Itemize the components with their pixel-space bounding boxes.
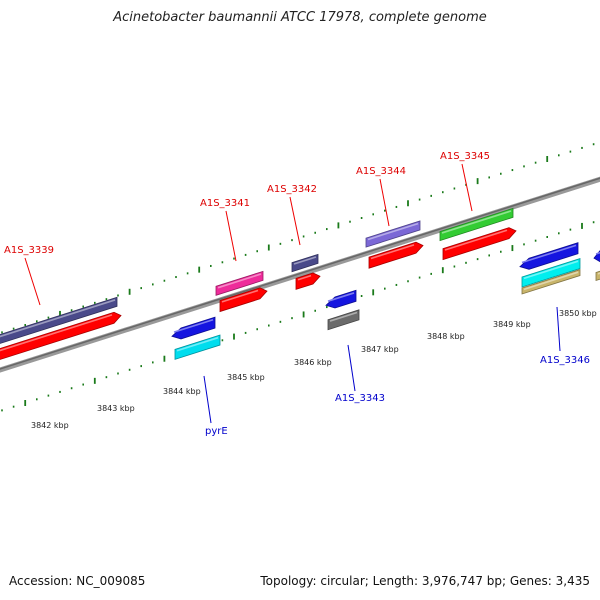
leader-line-pyrE [203, 375, 212, 424]
leader-line-A1S_3341 [225, 210, 237, 262]
gene-label-A1S_3341: A1S_3341 [200, 198, 250, 209]
gene-block-A1S_3343 [327, 309, 360, 331]
cds-arrow-A1S_3344-body [368, 241, 424, 269]
gene-label-pyrE: pyrE [205, 426, 228, 437]
cds-arrow-A1S_3339 [0, 311, 122, 360]
accession-text: Accession: NC_009085 [9, 574, 146, 588]
leader-line-A1S_3339 [24, 257, 41, 306]
gene-block-A1S_3339 [0, 296, 118, 344]
leader-line-A1S_3345 [461, 163, 473, 212]
gene-block-edge-body [595, 270, 600, 282]
scale-tick-label: 3846 kbp [294, 358, 332, 367]
cds-arrow-A1S_3341 [219, 287, 268, 313]
cds-arrow-A1S_3339-body [0, 311, 122, 360]
cds-arrow-A1S_3345-highlight [444, 229, 508, 251]
gene-block-A1S_3346-highlight [523, 260, 579, 280]
genome-summary-text: Topology: circular; Length: 3,976,747 bp… [260, 574, 590, 588]
reverse-arrow-pyrE [171, 316, 216, 340]
gene-block-A1S_3345 [439, 207, 514, 242]
reverse-arrow-edge [593, 250, 600, 263]
reverse-arrow-A1S_3346-highlight [521, 244, 577, 264]
gene-block-A1S_3344-highlight [367, 222, 419, 241]
cds-arrow-A1S_3341-highlight [221, 289, 259, 303]
genome-backbone [0, 176, 600, 373]
scale-tick-label: 3844 kbp [163, 387, 201, 396]
scale-tick-label: 3842 kbp [31, 421, 69, 430]
cds-arrow-A1S_3341-body [219, 287, 268, 313]
gene-features [0, 207, 600, 360]
gene-block-A1S_3344 [365, 220, 421, 248]
leader-line-A1S_3346 [556, 306, 561, 352]
cds-arrow-A1S_3339-highlight [0, 314, 113, 352]
gene-block-A1S_3346 [521, 258, 581, 288]
reverse-arrow-A1S_3346 [519, 242, 579, 270]
gene-block-edge [595, 270, 600, 282]
reverse-arrow-edge-body [593, 250, 600, 263]
gene-block-A1S_3346-2-highlight [523, 271, 579, 291]
scale-tick-label: 3850 kbp [559, 309, 597, 318]
scale-tick-label: 3845 kbp [227, 373, 265, 382]
gene-label-A1S_3343: A1S_3343 [335, 393, 385, 404]
gene-block-A1S_3342-highlight [293, 256, 317, 265]
scale-tick-label: 3849 kbp [493, 320, 531, 329]
leader-line-A1S_3344 [379, 178, 390, 227]
cds-arrow-A1S_3342-highlight [297, 274, 312, 281]
reverse-arrow-edge-highlight [595, 251, 600, 255]
gene-block-A1S_3345-highlight [441, 210, 512, 234]
gene-label-A1S_3342: A1S_3342 [267, 184, 317, 195]
genome-title: Acinetobacter baumannii ATCC 17978, comp… [113, 10, 487, 25]
gene-block-A1S_3341-highlight [217, 273, 262, 289]
backbone-line [0, 176, 600, 373]
cds-arrow-A1S_3345-body [442, 227, 517, 261]
gene-labels: 3842 kbp 3843 kbp 3844 kbp 3845 kbp 3846 kbp… [4, 151, 597, 437]
gene-block-A1S_3346-2 [521, 269, 581, 295]
leader-line-A1S_3343 [347, 344, 356, 392]
gene-label-A1S_3344: A1S_3344 [356, 166, 406, 177]
gene-block-A1S_3343-highlight [329, 311, 358, 322]
backbone-core [0, 177, 600, 370]
scale-tick-label: 3847 kbp [361, 345, 399, 354]
leader-line-A1S_3342 [289, 196, 301, 246]
gene-label-A1S_3345: A1S_3345 [440, 151, 490, 162]
cds-arrow-A1S_3344-highlight [370, 244, 415, 260]
scale-tick-label: 3843 kbp [97, 404, 135, 413]
gene-block-A1S_3341 [215, 270, 264, 296]
cds-arrow-A1S_3345 [442, 227, 517, 261]
gene-block-pyrE [174, 334, 221, 360]
cds-arrow-A1S_3342 [295, 272, 321, 290]
gene-label-A1S_3339: A1S_3339 [4, 245, 54, 256]
cds-arrow-A1S_3342-body [295, 272, 321, 290]
gene-block-A1S_3342 [291, 253, 319, 273]
reverse-arrow-A1S_3343-highlight [327, 292, 355, 302]
cds-arrow-A1S_3344 [368, 241, 424, 269]
gene-label-A1S_3346: A1S_3346 [540, 355, 590, 366]
reverse-arrow-A1S_3343 [325, 289, 357, 309]
reverse-arrow-pyrE-highlight [173, 319, 214, 333]
scale-tick-label: 3848 kbp [427, 332, 465, 341]
gene-block-pyrE-highlight [176, 336, 219, 352]
gene-block-A1S_3339-highlight [0, 299, 116, 338]
